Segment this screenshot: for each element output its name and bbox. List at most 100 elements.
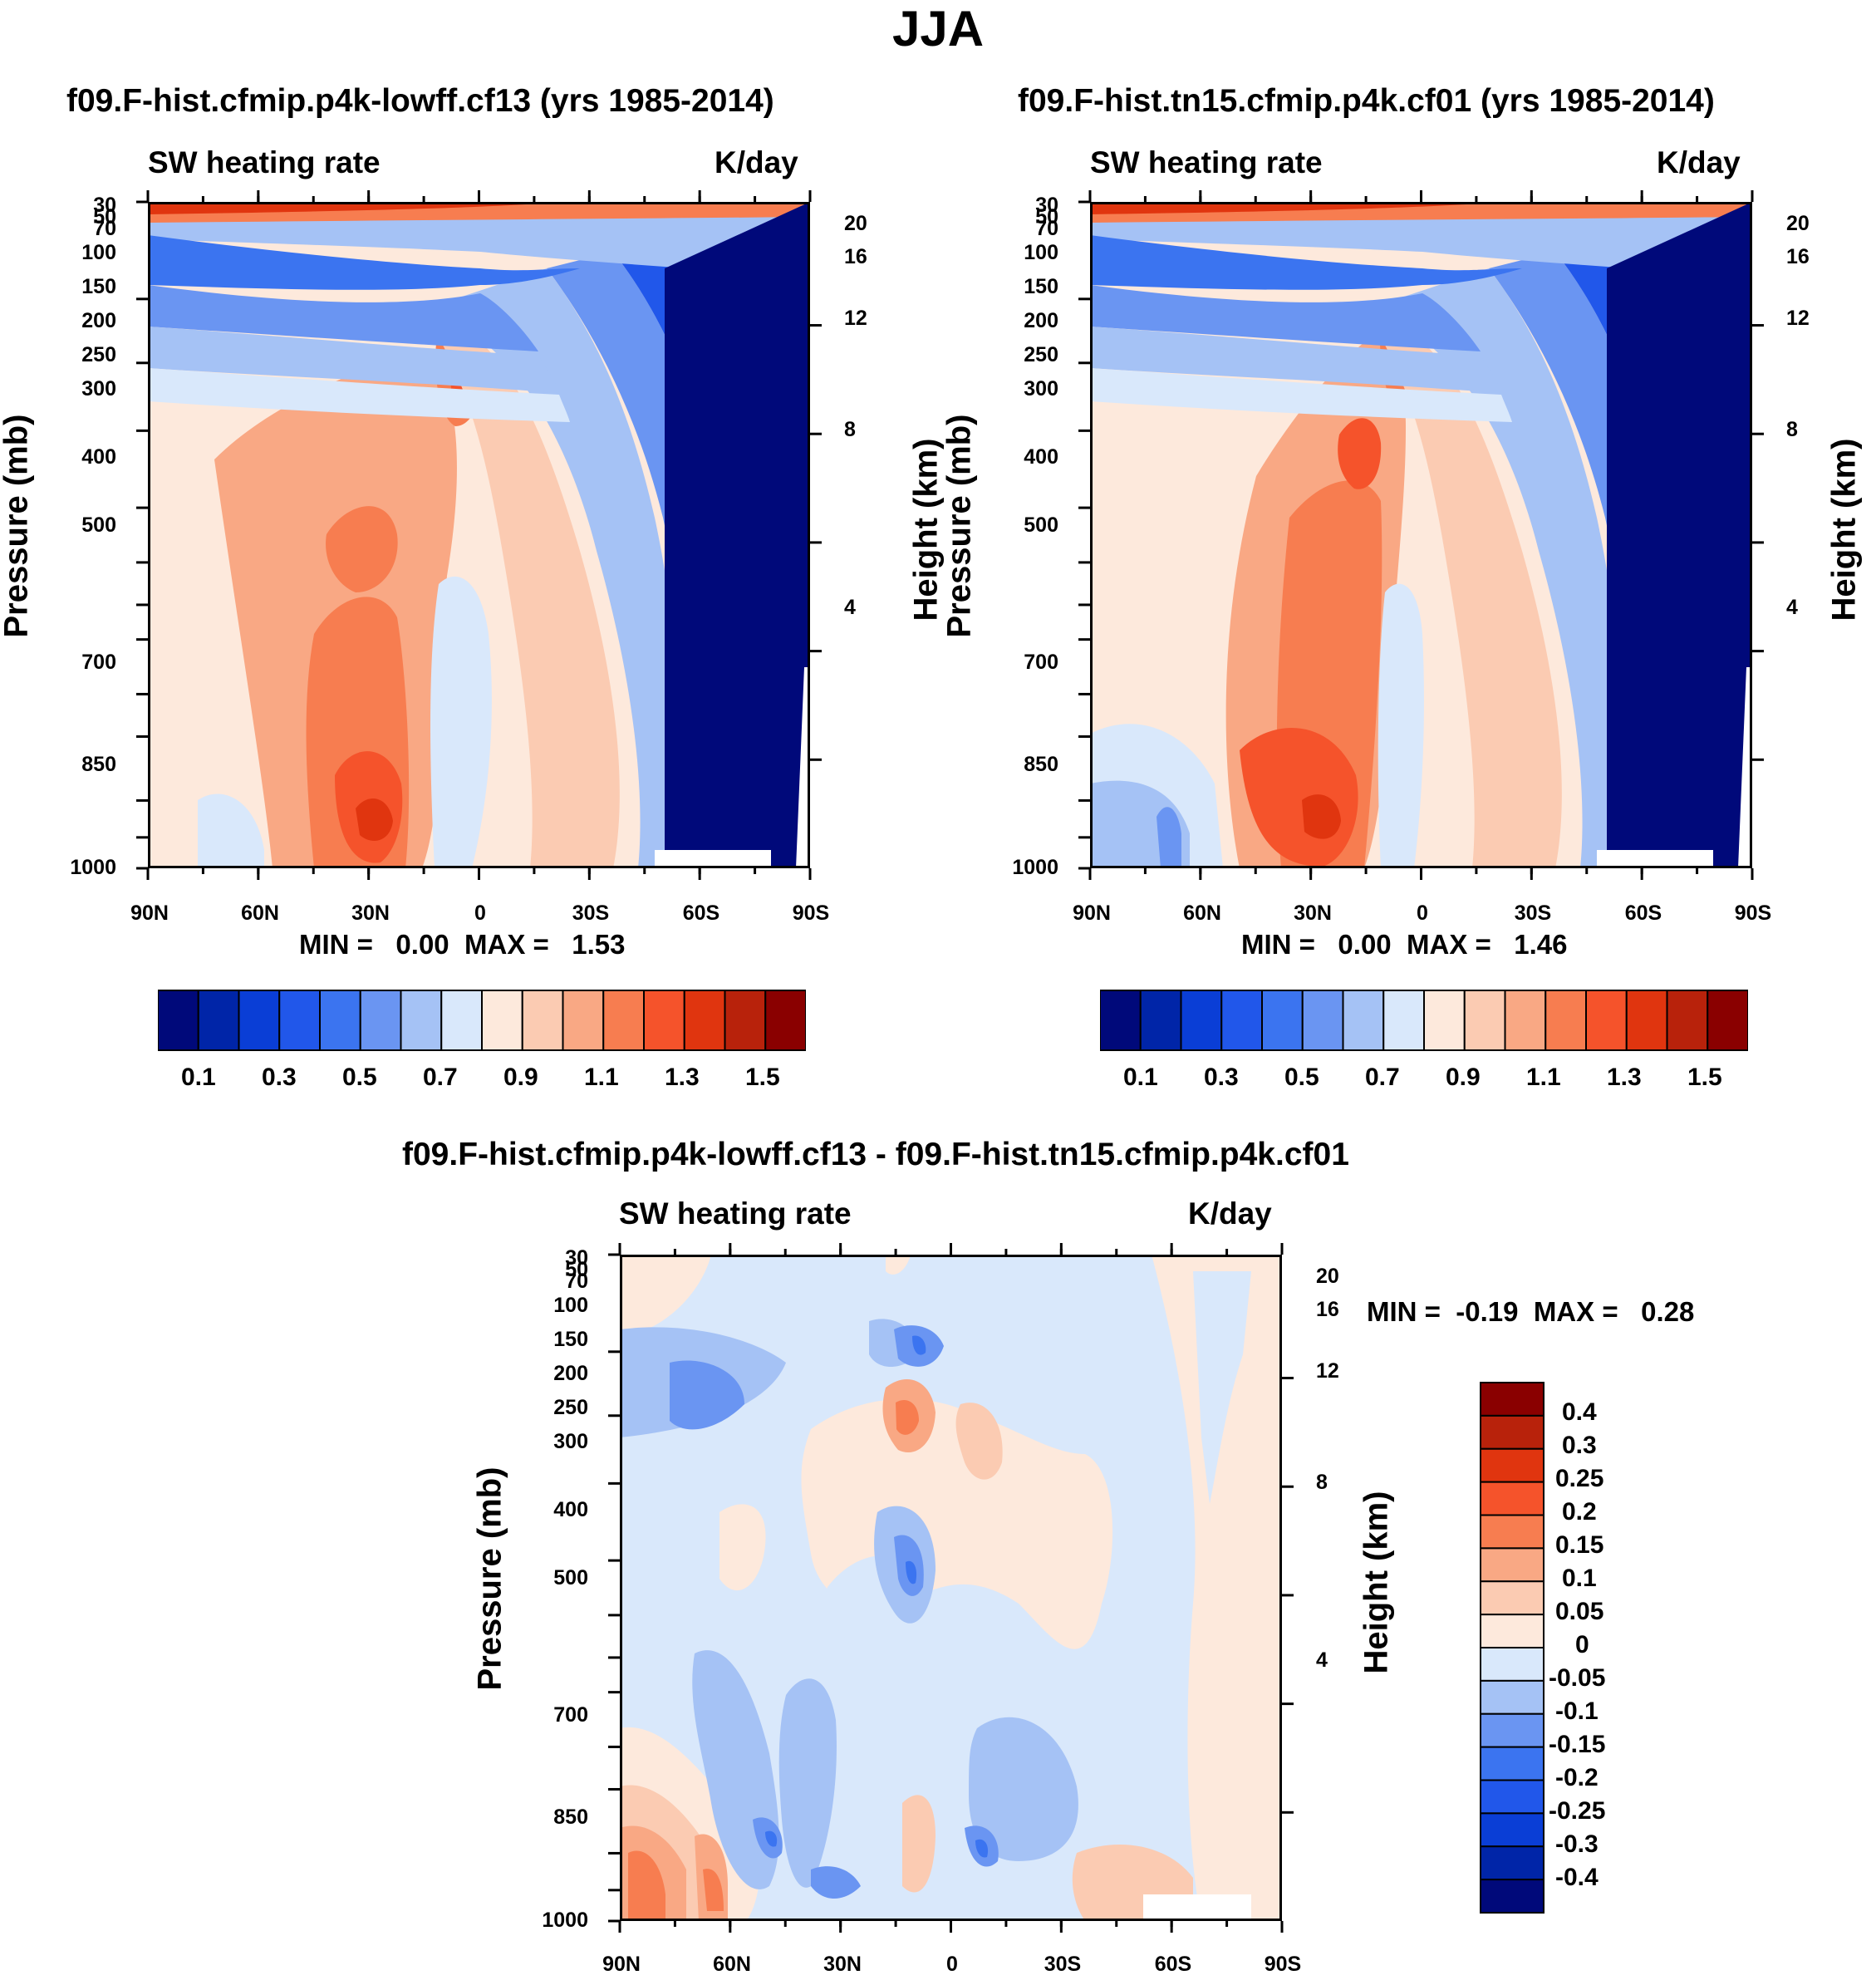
colorbar-swatch [157,990,199,1051]
colorbar-swatch [1382,990,1425,1051]
panel2-colorbar-label: 0.5 [1284,1064,1319,1091]
panel3-y2tick: 20 [1316,1265,1339,1288]
panel2-colorbar-swatches [1099,990,1749,1051]
panel1-ytick: 300 [81,377,116,400]
panel3-ytick: 70 [565,1270,588,1293]
panel3-plot [620,1255,1282,1921]
panel3-colorbar-label: -0.15 [1549,1731,1606,1758]
panel3-ytick: 50 [565,1258,588,1281]
panel2-colorbar-label: 0.1 [1123,1064,1158,1091]
panel1-ytick: 150 [81,275,116,298]
panel2-colorbar-label: 0.9 [1446,1064,1481,1091]
panel3-colorbar-label: 0.05 [1555,1598,1604,1625]
panel1-y2tick: 12 [844,307,867,330]
panel1-colorbar-label: 0.5 [342,1064,377,1091]
panel1-colorbar-label: 0.7 [423,1064,458,1091]
panel3-colorbar-label: 0.15 [1555,1531,1604,1559]
panel1-y2tick: 4 [844,596,856,619]
panel1-y2tick: 8 [844,418,856,441]
panel2-minmax: MIN = 0.00 MAX = 1.46 [1241,929,1568,960]
colorbar-swatch [1220,990,1263,1051]
colorbar-swatch [1585,990,1628,1051]
panel3-colorbar-label: 0.4 [1562,1398,1597,1426]
panel2-ytick: 200 [1024,309,1058,332]
panel3-ytick: 150 [553,1328,588,1351]
panel3-y2tick: 16 [1316,1298,1339,1321]
panel3-colorbar-label: -0.1 [1555,1697,1599,1725]
colorbar-swatch [1342,990,1385,1051]
panel1-ytick: 500 [81,513,116,537]
panel1-colorbar-label: 0.1 [181,1064,216,1091]
panel3-xtick: 60N [713,1953,751,1976]
panel3-xtick: 0 [946,1953,958,1976]
panel1-xtick: 30S [572,902,610,925]
panel2-xtick: 30S [1514,902,1552,925]
panel1-plot [148,202,810,868]
panel3-ytick: 30 [565,1246,588,1270]
colorbar-swatch [683,990,726,1051]
panel2-xtick: 30N [1294,902,1332,925]
panel3-ytick: 700 [553,1703,588,1727]
panel3-ytick: 300 [553,1430,588,1453]
colorbar-swatch [1480,1879,1545,1914]
colorbar-swatch [1480,1547,1545,1583]
panel1-ytick: 200 [81,309,116,332]
colorbar-swatch [1139,990,1182,1051]
panel3-xtick: 60S [1154,1953,1192,1976]
panel1-colorbar-label: 1.5 [745,1064,780,1091]
panel1-contour-field [148,202,810,868]
panel3-ytick: 500 [553,1566,588,1589]
panel2-xtick: 90S [1734,902,1772,925]
panel2-ytick: 400 [1024,445,1058,469]
panel3-title: f09.F-hist.cfmip.p4k-lowff.cf13 - f09.F-… [402,1137,1349,1172]
colorbar-swatch [238,990,281,1051]
panel2-xtick: 90N [1073,902,1111,925]
panel3-frame [620,1255,1282,1921]
panel1-ytick: 70 [93,217,116,240]
panel2-y2tick: 8 [1786,418,1798,441]
panel3-colorbar-label: -0.4 [1555,1864,1599,1891]
panel2-ytick: 150 [1024,275,1058,298]
colorbar-swatch [1625,990,1668,1051]
panel2-ytick: 70 [1035,217,1058,240]
panel3-xtick: 30S [1044,1953,1082,1976]
panel3-colorbar-label: -0.25 [1549,1797,1606,1825]
panel1-y2tick: 16 [844,245,867,268]
panel1-xtick: 60N [241,902,279,925]
panel3-colorbar-label: -0.2 [1555,1764,1599,1791]
figure-title: JJA [891,1,985,57]
panel2-ytick: 500 [1024,513,1058,537]
panel1-ytick: 850 [81,753,116,776]
panel1-ytick: 30 [93,194,116,217]
panel2-colorbar [1099,989,1749,1056]
colorbar-swatch [1480,1580,1545,1616]
panel1-colorbar-label: 0.9 [503,1064,538,1091]
panel1-xtick: 90S [792,902,830,925]
panel3-colorbar-label: 0 [1575,1631,1589,1658]
panel3-ytick: 1000 [542,1909,588,1932]
panel2-right-label: K/day [1657,145,1741,179]
colorbar-swatch [521,990,564,1051]
panel3-colorbar-label: -0.3 [1555,1830,1599,1858]
panel3-right-label: K/day [1188,1196,1272,1231]
panel1-ytick: 50 [93,205,116,228]
panel2-ytick: 250 [1024,343,1058,366]
panel2-ytick: 50 [1035,205,1058,228]
colorbar-swatch [278,990,321,1051]
panel2-y2tick: 12 [1786,307,1810,330]
colorbar-swatch [1707,990,1749,1051]
panel1-colorbar [157,989,807,1056]
panel2-ytick: 300 [1024,377,1058,400]
panel2-xtick: 60S [1624,902,1662,925]
panel1-colorbar-swatches [157,990,807,1051]
panel3-left-label: SW heating rate [619,1196,852,1231]
colorbar-swatch [1480,1447,1545,1483]
panel2-xtick: 0 [1417,902,1428,925]
panel1-ytick: 100 [81,241,116,264]
colorbar-swatch [440,990,483,1051]
colorbar-swatch [1099,990,1142,1051]
colorbar-swatch [481,990,523,1051]
panel3-colorbar-label: 0.2 [1562,1498,1597,1526]
panel1-ytick: 1000 [70,856,116,879]
panel3-y2tick: 12 [1316,1359,1339,1383]
